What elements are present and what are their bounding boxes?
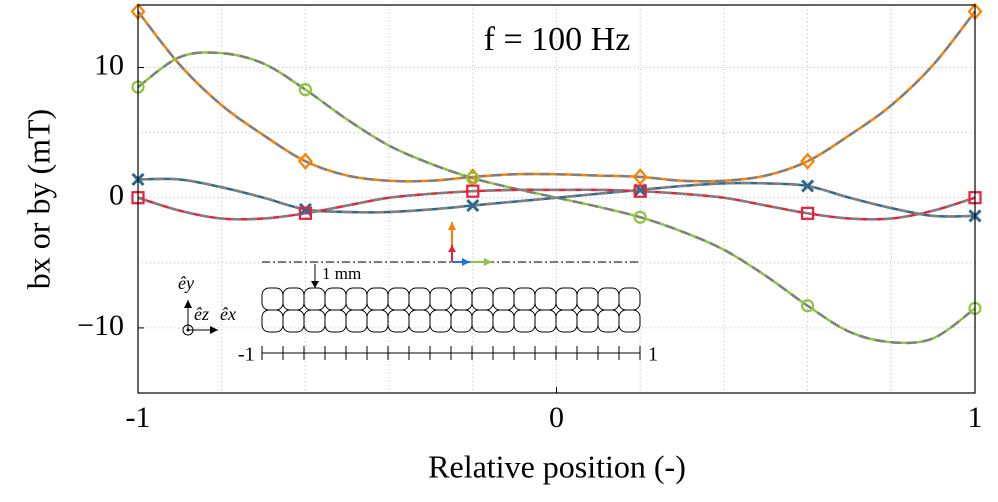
coil-turn	[429, 287, 452, 311]
reference-line	[137, 177, 976, 218]
y-tick-label: 10	[94, 48, 124, 81]
y-tick-label: 0	[109, 179, 124, 212]
marker	[800, 152, 816, 170]
gap-label: 1 mm	[322, 264, 361, 283]
coil-turn	[282, 309, 305, 333]
coil-turn	[597, 309, 620, 333]
series-line	[137, 188, 976, 221]
coil-turn	[324, 309, 347, 333]
arrow-head	[462, 258, 470, 266]
axis-z-symbol	[182, 324, 194, 336]
marker	[633, 184, 647, 198]
marker	[466, 184, 480, 198]
coil-turn	[408, 287, 431, 311]
axis-z-symbol	[186, 328, 190, 332]
coil-turn	[261, 287, 284, 311]
arrow-head	[484, 258, 492, 266]
arrow-head	[311, 281, 319, 288]
grid	[138, 5, 975, 393]
coil-turn	[471, 309, 494, 333]
coil-turn	[345, 287, 368, 311]
x-axis-label: Relative position (-)	[428, 448, 686, 484]
coil-turn	[576, 287, 599, 311]
marker	[632, 168, 648, 186]
marker	[466, 171, 480, 185]
axis-y-label: êy	[178, 273, 194, 293]
coil-turn	[513, 309, 536, 333]
axis-x-label: êx	[220, 304, 236, 324]
coil-turn	[450, 309, 473, 333]
coil-turn	[387, 309, 410, 333]
ruler-right-label: 1	[648, 344, 658, 366]
axis-z-label: êz	[194, 304, 209, 324]
coil-turn	[303, 287, 326, 311]
arrow-head	[448, 222, 456, 230]
coil-turn	[618, 287, 641, 311]
coil-turn	[555, 309, 578, 333]
plot-frame	[137, 4, 976, 394]
coil-turn	[618, 309, 641, 333]
coil-turn	[366, 287, 389, 311]
chart-title: f = 100 Hz	[484, 21, 631, 58]
coil-turn	[408, 309, 431, 333]
coil-turn	[471, 287, 494, 311]
coil-turn	[534, 287, 557, 311]
coil-turn	[492, 287, 515, 311]
reference-line	[137, 10, 976, 183]
marker	[800, 206, 815, 220]
y-tick-label: −10	[77, 309, 124, 342]
coil-turn	[303, 309, 326, 333]
x-tick-label: 1	[968, 401, 983, 434]
marker	[466, 198, 480, 213]
arrow-head	[210, 326, 218, 334]
marker	[298, 83, 312, 97]
coil-turn	[261, 309, 284, 333]
marker	[297, 152, 313, 170]
coil-inset: 1 mm -1 1 êy êz êx	[178, 222, 658, 366]
coil-turn	[513, 287, 536, 311]
reference-line	[137, 51, 976, 345]
coil-turn	[597, 287, 620, 311]
coil-turn	[450, 287, 473, 311]
coil-turn	[366, 309, 389, 333]
marker	[298, 202, 312, 216]
arrow-head	[448, 245, 456, 252]
coil-turn	[534, 309, 557, 333]
y-axis-label: bx or by (mT)	[20, 109, 56, 289]
marker	[298, 206, 312, 220]
reference-line	[137, 188, 976, 221]
ruler-left-label: -1	[238, 344, 255, 366]
marker	[633, 210, 647, 224]
coil-turn	[576, 309, 599, 333]
coil-turn	[324, 287, 347, 311]
coil-turn	[429, 309, 452, 333]
coil-turn	[555, 287, 578, 311]
marker	[800, 299, 815, 313]
marker	[801, 179, 815, 193]
x-tick-label: 0	[549, 401, 564, 434]
x-tick-label: -1	[126, 401, 151, 434]
arrow-head	[184, 300, 192, 308]
coil-turn	[282, 287, 305, 311]
coil-turn	[387, 287, 410, 311]
coil-turn	[345, 309, 368, 333]
coil-turn	[492, 309, 515, 333]
